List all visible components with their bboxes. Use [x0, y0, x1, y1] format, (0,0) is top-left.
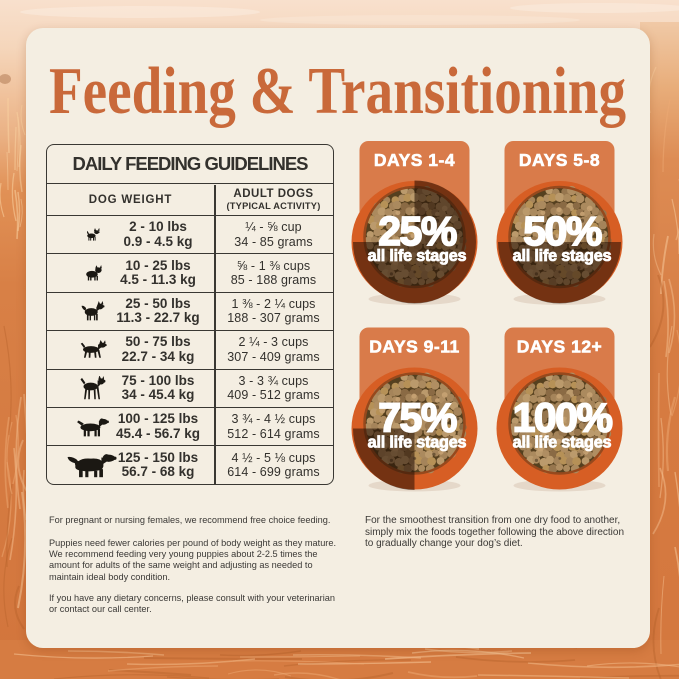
svg-text:DAYS 9-11: DAYS 9-11: [369, 337, 459, 357]
svg-text:DAYS 5-8: DAYS 5-8: [519, 150, 600, 170]
svg-text:75%: 75%: [378, 395, 457, 441]
svg-text:25%: 25%: [378, 208, 457, 254]
svg-text:DAYS 12+: DAYS 12+: [517, 337, 603, 357]
svg-text:all life stages: all life stages: [368, 247, 467, 265]
svg-text:100%: 100%: [513, 395, 613, 441]
svg-text:all life stages: all life stages: [368, 434, 467, 452]
svg-text:all life stages: all life stages: [513, 247, 612, 265]
svg-text:50%: 50%: [523, 208, 602, 254]
svg-text:DAYS 1-4: DAYS 1-4: [374, 150, 455, 170]
svg-text:all life stages: all life stages: [513, 434, 612, 452]
